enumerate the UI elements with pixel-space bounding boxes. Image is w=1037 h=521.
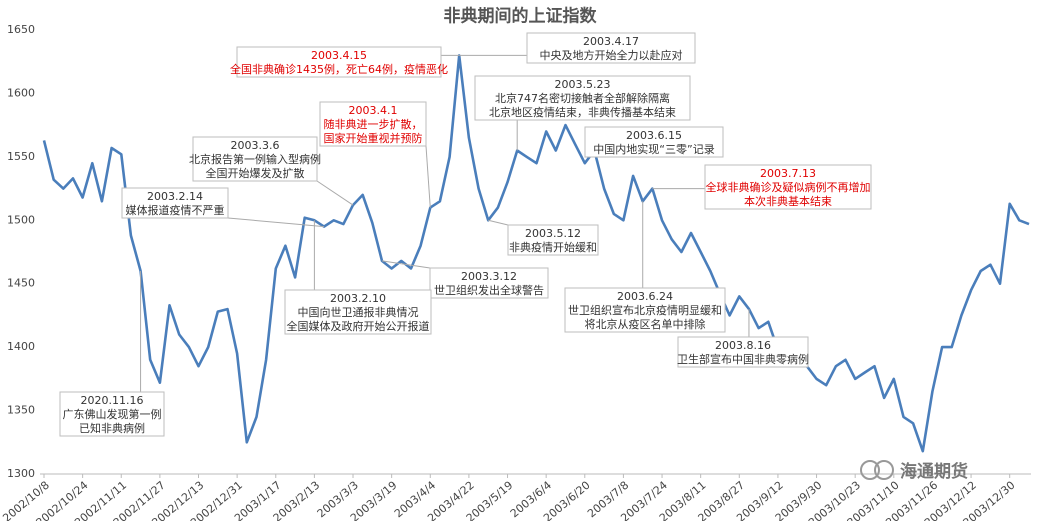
y-tick-label: 1600 xyxy=(7,86,35,99)
annotation-text: 中央及地方开始全力以赴应对 xyxy=(540,48,683,62)
annotation-text: 随非典进一步扩散， xyxy=(324,117,423,131)
y-tick-label: 1300 xyxy=(7,467,35,480)
annotation-text: 非典疫情开始缓和 xyxy=(509,240,597,254)
annotation-connector xyxy=(316,180,354,206)
annotation-box xyxy=(192,136,318,182)
annotation: 2003.5.23北京747名密切接触者全部解除隔离北京地区疫情结束，非典传播基… xyxy=(474,75,691,121)
annotation-text: 全国开始爆发及扩散 xyxy=(206,166,305,180)
annotation-box xyxy=(584,126,724,158)
annotation-connector xyxy=(381,260,431,269)
annotation-connector xyxy=(425,145,431,208)
annotation-text: 全国非典确诊1435例，死亡64例，疫情恶化 xyxy=(230,62,448,76)
chart-title: 非典期间的上证指数 xyxy=(444,6,598,27)
annotation-connector xyxy=(227,217,325,228)
annotation-box xyxy=(59,391,165,437)
annotation-box xyxy=(284,289,432,335)
annotation-box xyxy=(236,46,442,78)
annotation-date: 2003.3.12 xyxy=(461,270,517,283)
annotation-box xyxy=(429,267,549,299)
annotation-date: 2003.5.23 xyxy=(555,78,611,91)
watermark: 海通期货 xyxy=(860,460,968,482)
annotation-connector xyxy=(488,219,509,226)
y-tick-label: 1400 xyxy=(7,340,35,353)
annotation-date: 2003.4.1 xyxy=(349,104,398,117)
annotation-box xyxy=(507,224,599,256)
y-tick-label: 1650 xyxy=(7,23,35,36)
annotation-date: 2003.2.10 xyxy=(330,292,386,305)
price-line xyxy=(42,54,1030,453)
annotation-date: 2003.6.24 xyxy=(617,290,673,303)
annotation-text: 中国向世卫通报非典情况 xyxy=(298,305,419,319)
annotation-text: 全球非典确诊及疑似病例不再增加 xyxy=(706,180,871,194)
annotation-box xyxy=(121,187,229,219)
annotation-text: 广东佛山发现第一例 xyxy=(63,407,162,421)
annotation-text: 媒体报道疫情不严重 xyxy=(126,203,225,217)
annotation-text: 本次非典基本结束 xyxy=(744,194,832,208)
annotation-text: 世卫组织发出全球警告 xyxy=(434,283,544,297)
watermark-icon xyxy=(874,460,894,480)
y-tick-label: 1550 xyxy=(7,150,35,163)
watermark-icon xyxy=(860,460,880,480)
annotation-text: 世卫组织宣布北京疫情明显缓和 xyxy=(568,303,722,317)
annotation-box xyxy=(564,287,726,333)
annotation-text: 卫生部宣布中国非典零病例 xyxy=(677,352,809,366)
annotation-date: 2003.7.13 xyxy=(760,167,816,180)
annotation-text: 北京地区疫情结束，非典传播基本结束 xyxy=(489,105,676,119)
annotation-date: 2003.5.12 xyxy=(525,227,581,240)
annotation-date: 2003.2.14 xyxy=(147,190,203,203)
annotation-date: 2003.4.15 xyxy=(311,49,367,62)
annotation-box xyxy=(526,32,696,64)
annotation-text: 全国媒体及政府开始公开报道 xyxy=(287,319,430,333)
y-tick-label: 1450 xyxy=(7,277,35,290)
annotation-text: 北京报告第一例输入型病例 xyxy=(189,152,321,166)
annotation-box xyxy=(474,75,691,121)
y-tick-label: 1500 xyxy=(7,213,35,226)
annotation-date: 2003.6.15 xyxy=(626,129,682,142)
annotation-text: 将北京从疫区名单中排除 xyxy=(585,317,706,331)
annotation-box xyxy=(677,336,809,368)
annotation-date: 2020.11.16 xyxy=(81,394,144,407)
annotation-box xyxy=(319,101,427,147)
y-tick-label: 1350 xyxy=(7,404,35,417)
watermark-text: 海通期货 xyxy=(900,461,968,482)
annotation-text: 国家开始重视并预防 xyxy=(324,131,423,145)
annotation-text: 北京747名密切接触者全部解除隔离 xyxy=(495,91,670,105)
annotation-date: 2003.4.17 xyxy=(583,35,639,48)
annotation-date: 2003.8.16 xyxy=(715,339,771,352)
annotation-text: 中国内地实现“三零”记录 xyxy=(593,142,714,156)
annotation-box xyxy=(704,164,872,210)
annotation-text: 已知非典病例 xyxy=(79,421,145,435)
annotation-date: 2003.3.6 xyxy=(231,139,280,152)
